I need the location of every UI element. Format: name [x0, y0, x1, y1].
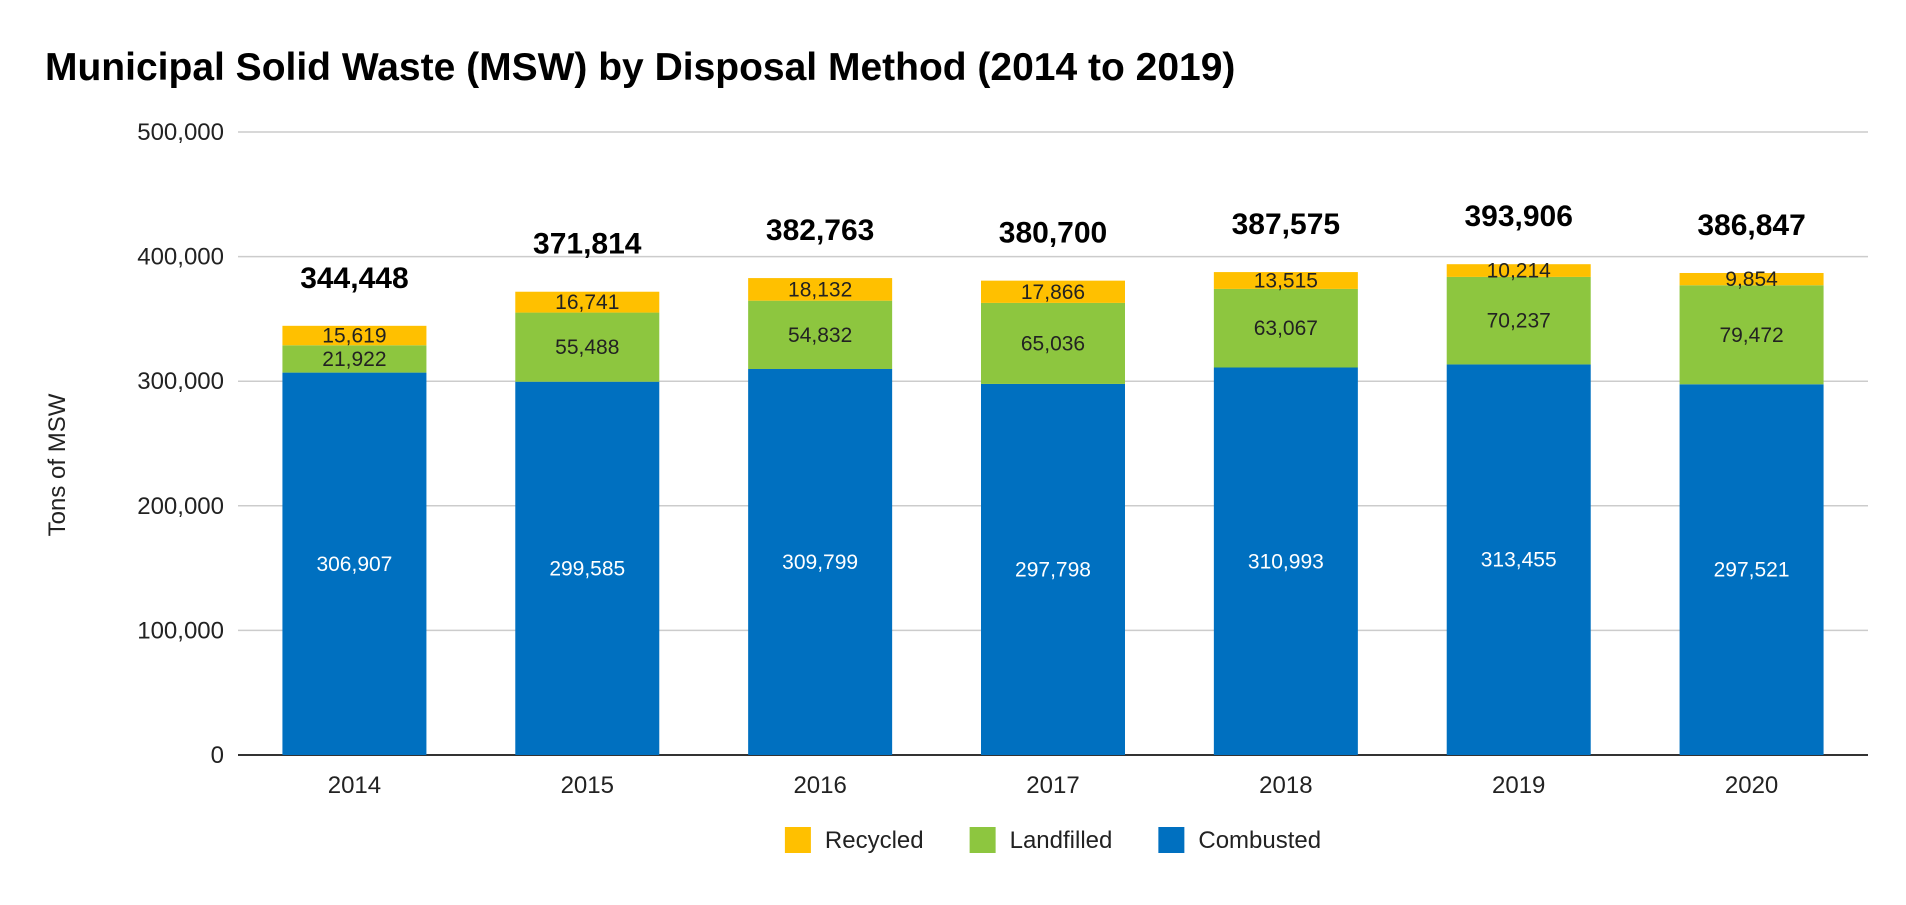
bar-segment-landfilled: [515, 312, 660, 382]
x-tick-label: 2020: [1725, 772, 1778, 799]
data-label-combusted: 306,907: [316, 553, 392, 576]
bar-segment-recycled: [1213, 272, 1358, 289]
total-label: 371,814: [533, 228, 642, 261]
bar-segment-landfilled: [1679, 285, 1824, 385]
x-tick-label: 2014: [328, 772, 381, 799]
data-label-recycled: 18,132: [788, 278, 852, 301]
legend-swatch-recycled: [784, 827, 811, 853]
bar-segment-recycled: [981, 280, 1125, 303]
legend-item-recycled: Recycled: [784, 827, 924, 854]
bar-segment-combusted: [1679, 384, 1824, 755]
bar-segment-landfilled: [1446, 276, 1591, 365]
bar-segment-combusted: [981, 383, 1125, 755]
chart-title: Municipal Solid Waste (MSW) by Disposal …: [45, 46, 1235, 89]
bar-segment-combusted: [748, 368, 893, 755]
y-tick-label: 500,000: [137, 119, 224, 146]
total-label: 380,700: [999, 217, 1107, 250]
data-label-combusted: 309,799: [782, 551, 858, 574]
legend-item-landfilled: Landfilled: [969, 827, 1113, 854]
bars: [282, 264, 1824, 755]
bar-segment-recycled: [1679, 272, 1824, 286]
data-label-combusted: 313,455: [1481, 549, 1557, 572]
total-label: 382,763: [766, 214, 874, 247]
bar-segment-recycled: [748, 278, 893, 301]
y-tick-label: 200,000: [137, 493, 224, 520]
data-label-landfilled: 54,832: [788, 324, 852, 347]
x-tick-label: 2017: [1026, 772, 1079, 799]
y-axis-title: Tons of MSW: [44, 393, 71, 536]
data-label-recycled: 10,214: [1487, 260, 1552, 283]
bar-segment-combusted: [515, 381, 660, 755]
x-tick-label: 2016: [793, 772, 846, 799]
legend-item-combusted: Combusted: [1158, 827, 1321, 854]
total-labels: 344,448 371,814 382,763 380,700 387,575 393,9…: [300, 200, 1806, 295]
data-label-landfilled: 79,472: [1719, 324, 1783, 347]
data-label-landfilled: 21,922: [322, 348, 386, 371]
x-tick-label: 2019: [1492, 772, 1545, 799]
data-label-combusted: 297,798: [1015, 558, 1091, 581]
bar-segment-landfilled: [981, 302, 1125, 384]
data-label-landfilled: 65,036: [1021, 332, 1085, 355]
legend-swatch-landfilled: [969, 827, 996, 853]
bar-segment-combusted: [282, 372, 427, 755]
y-tick-label: 100,000: [137, 617, 224, 644]
legend-label-combusted: Combusted: [1198, 827, 1321, 854]
legend-label-landfilled: Landfilled: [1010, 827, 1113, 854]
total-label: 386,847: [1697, 209, 1805, 242]
data-label-landfilled: 70,237: [1487, 310, 1551, 333]
bar-segment-combusted: [1213, 367, 1358, 755]
bar-segment-landfilled: [1213, 288, 1358, 368]
y-tick-label: 400,000: [137, 244, 224, 271]
data-label-combusted: 299,585: [549, 557, 625, 580]
legend-label-recycled: Recycled: [825, 827, 924, 854]
bar-segment-recycled: [515, 291, 660, 313]
data-label-combusted: 310,993: [1248, 550, 1324, 573]
bar-segment-recycled: [1446, 264, 1591, 277]
bar-segment-recycled: [282, 325, 427, 346]
data-label-landfilled: 63,067: [1254, 317, 1318, 340]
data-label-recycled: 13,515: [1254, 270, 1318, 293]
x-tick-label: 2018: [1259, 772, 1312, 799]
total-label: 387,575: [1232, 208, 1340, 241]
total-label: 393,906: [1464, 200, 1572, 233]
legend: Recycled Landfilled Combusted: [784, 827, 1321, 854]
data-label-landfilled: 55,488: [555, 336, 619, 359]
data-label-combusted: 297,521: [1714, 559, 1790, 582]
bar-segment-landfilled: [282, 345, 427, 373]
x-tick-label: 2015: [561, 772, 614, 799]
bar-segment-combusted: [1446, 364, 1591, 755]
y-tick-label: 300,000: [137, 368, 224, 395]
data-label-recycled: 16,741: [555, 291, 619, 314]
data-label-recycled: 15,619: [322, 325, 386, 348]
bar-segment-landfilled: [748, 300, 893, 369]
data-label-recycled: 17,866: [1021, 281, 1085, 304]
total-label: 344,448: [300, 262, 408, 295]
x-axis-ticks: 2014 2015 2016 2017 2018 2019 2020: [328, 772, 1779, 799]
legend-swatch-combusted: [1158, 827, 1185, 853]
y-axis-ticks: 0 100,000 200,000 300,000 400,000 500,000: [137, 119, 224, 769]
data-label-recycled: 9,854: [1725, 268, 1778, 291]
y-tick-label: 0: [211, 742, 224, 769]
